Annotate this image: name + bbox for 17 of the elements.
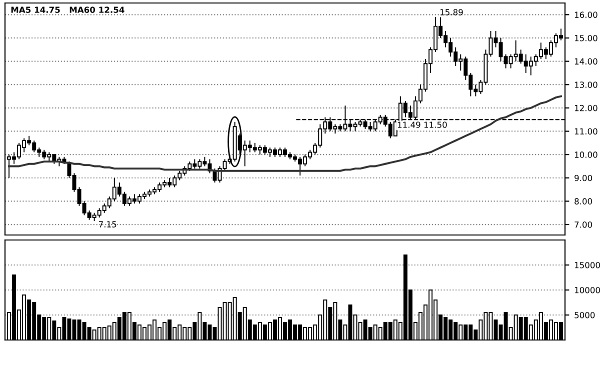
y-tick-label: 10000 <box>574 286 600 294</box>
annotation: 15.89 <box>440 9 463 16</box>
y-tick-label: 15.00 <box>574 34 598 42</box>
ref-line-label: 11.49 11.50 <box>398 122 447 128</box>
y-tick-label: 9.00 <box>574 174 592 182</box>
y-tick-label: 12.00 <box>574 104 598 112</box>
y-tick-label: 10.00 <box>574 152 598 158</box>
y-tick-label: 11.00 <box>574 128 598 135</box>
y-tick-label: 15000 <box>574 262 600 268</box>
chart-title: MA5 14.75 MA60 12.54 <box>11 6 124 13</box>
y-tick-label: 16.00 <box>574 12 598 18</box>
y-tick-label: 13.00 <box>574 82 598 88</box>
y-tick-label: 5000 <box>574 312 595 318</box>
y-tick-label: 14.00 <box>574 58 598 65</box>
y-tick-label: 8.00 <box>574 198 592 204</box>
y-tick-label: 7.00 <box>574 221 592 228</box>
annotation: 7.15 <box>99 221 116 228</box>
